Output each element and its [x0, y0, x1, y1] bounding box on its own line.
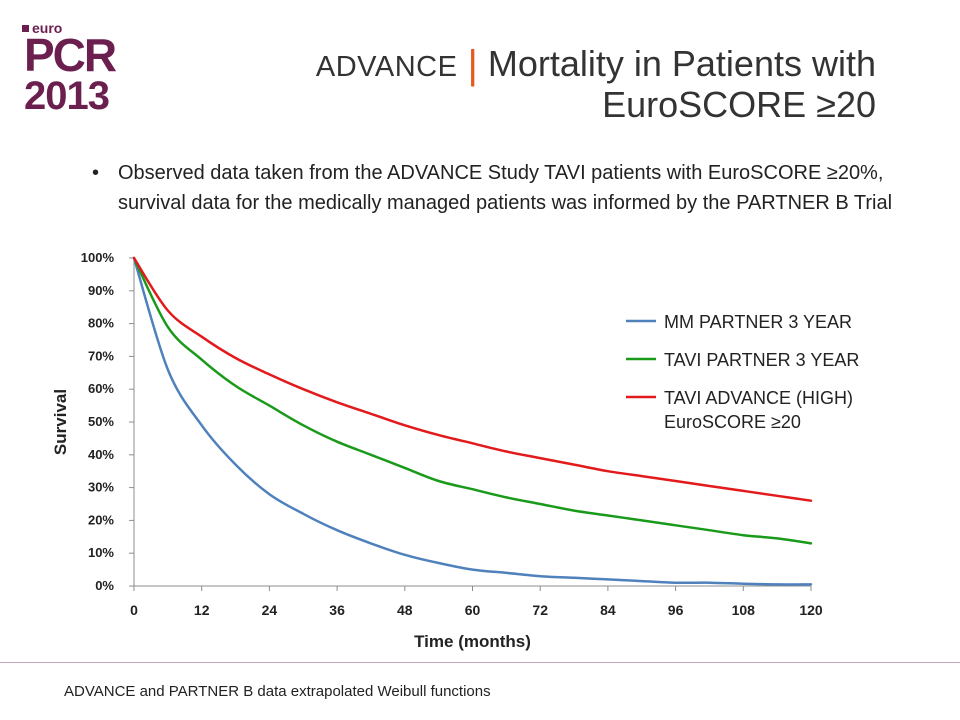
- legend-label: TAVI PARTNER 3 YEAR: [664, 350, 859, 370]
- x-tick-label: 48: [397, 602, 413, 618]
- title-prefix: ADVANCE: [315, 51, 458, 83]
- series-line-tavi-advance-high-euroscore-20: [132, 256, 813, 502]
- x-tick-label: 72: [532, 602, 548, 618]
- x-tick-label: 96: [668, 602, 684, 618]
- x-tick-label: 24: [262, 602, 278, 618]
- y-tick-label: 30%: [88, 480, 114, 495]
- logo-year-text: 2013: [24, 74, 110, 118]
- y-tick-label: 70%: [88, 348, 114, 363]
- y-tick-label: 10%: [88, 545, 114, 560]
- footer-divider: [0, 662, 960, 663]
- series-line-mm-partner-3-year: [132, 256, 813, 586]
- legend-label: TAVI ADVANCE (HIGH) EuroSCORE ≥20: [664, 388, 853, 432]
- bullet-dot-icon: •: [92, 162, 100, 184]
- x-tick-label: 84: [600, 602, 616, 618]
- y-tick-label: 60%: [88, 381, 114, 396]
- x-tick-label: 12: [194, 602, 210, 618]
- logo-brand-text: PCR: [24, 29, 117, 81]
- y-tick-label: 40%: [88, 447, 114, 462]
- title-line1: Mortality in Patients with: [487, 43, 876, 84]
- y-tick-label: 80%: [88, 316, 114, 331]
- title-line2: EuroSCORE ≥20: [602, 84, 876, 125]
- x-tick-label: 108: [732, 602, 756, 618]
- x-tick-label: 0: [130, 602, 138, 618]
- series-line-tavi-partner-3-year: [132, 256, 813, 545]
- europcr-logo: euro PCR 2013: [22, 20, 122, 118]
- x-tick-label: 60: [465, 602, 481, 618]
- x-tick-label: 36: [329, 602, 345, 618]
- legend-label: MM PARTNER 3 YEAR: [664, 312, 852, 332]
- title-separator: |: [467, 43, 478, 87]
- x-tick-label: 120: [799, 602, 823, 618]
- slide-title: ADVANCE | Mortality in Patients with EuroS…: [316, 44, 876, 124]
- y-tick-label: 0%: [95, 578, 114, 593]
- y-tick-label: 90%: [88, 283, 114, 298]
- bullet-text: Observed data taken from the ADVANCE Stu…: [118, 162, 893, 214]
- y-axis-title: Survival: [51, 389, 70, 455]
- survival-chart: 0% 10% 20% 30% 40% 50% 60% 70% 80% 90% 100% 0 12 24 36…: [51, 250, 859, 651]
- bullet-point: • Observed data taken from the ADVANCE S…: [92, 158, 902, 218]
- y-tick-label: 20%: [88, 512, 114, 527]
- footnote: ADVANCE and PARTNER B data extrapolated …: [64, 683, 491, 700]
- y-tick-label: 50%: [88, 414, 114, 429]
- x-axis-title: Time (months): [414, 632, 531, 651]
- logo-euro-text: euro: [22, 20, 62, 36]
- y-tick-label: 100%: [81, 250, 115, 265]
